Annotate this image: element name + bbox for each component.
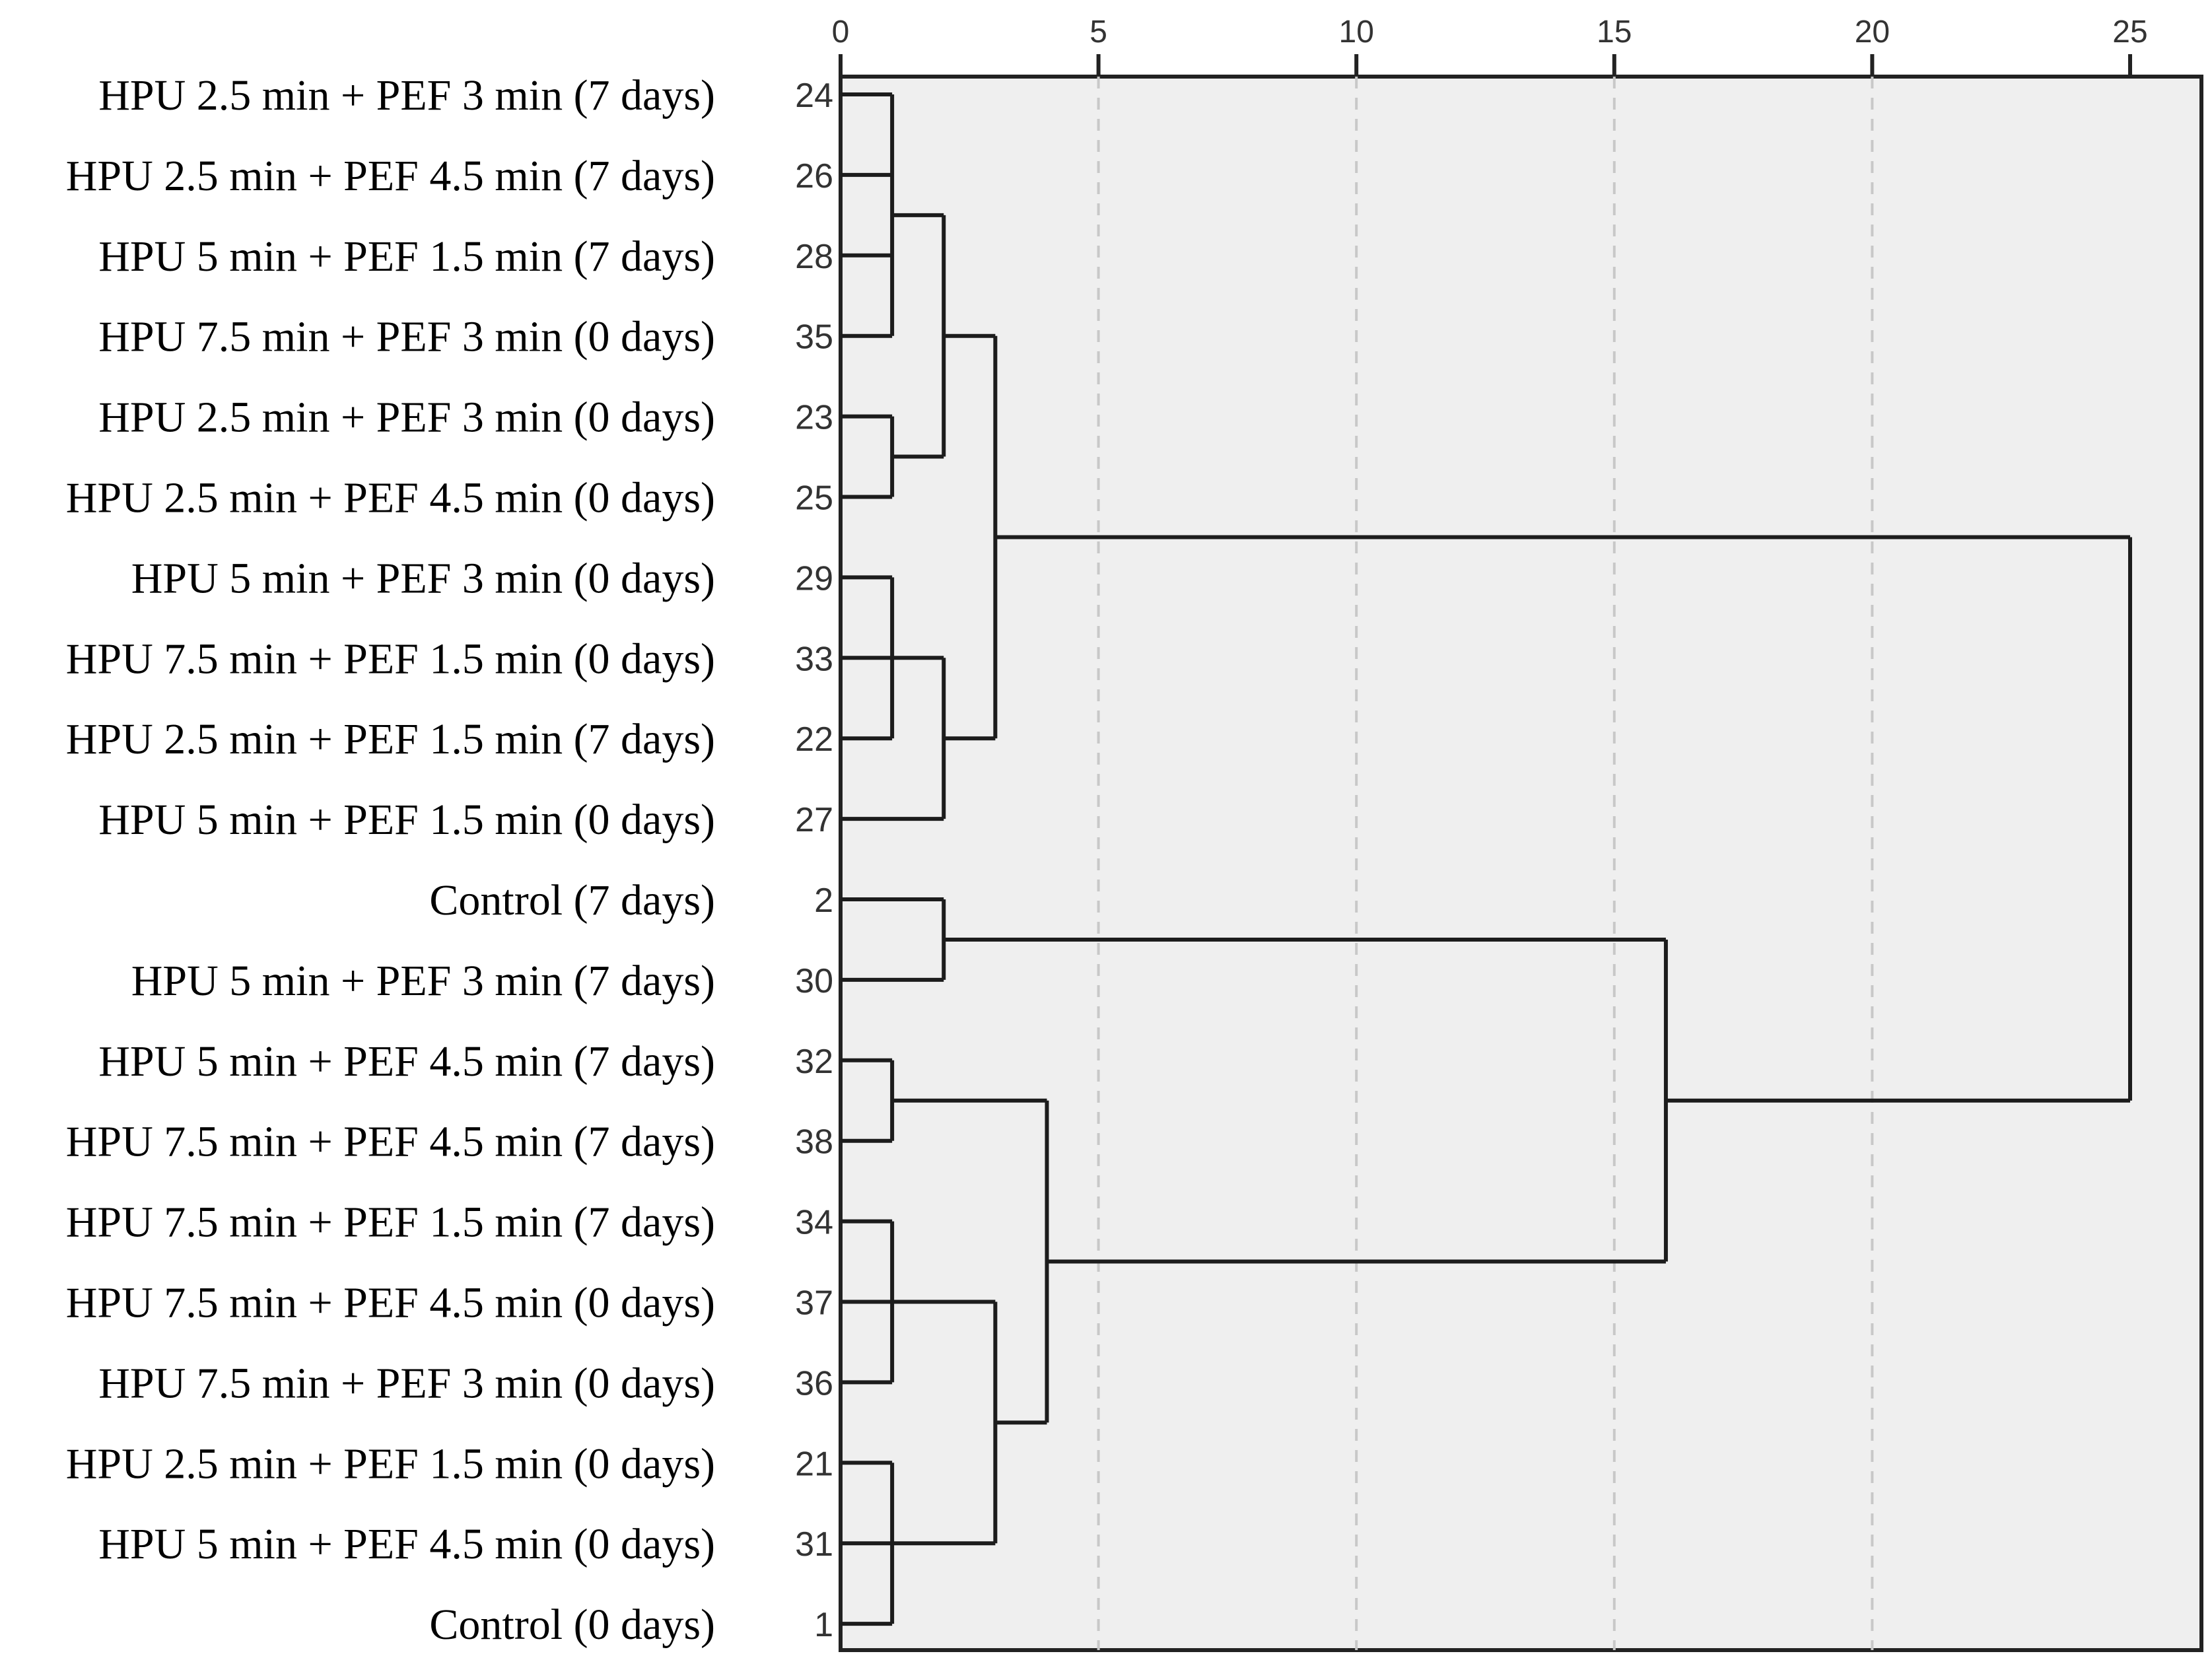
leaf-label: HPU 2.5 min + PEF 4.5 min (0 days) xyxy=(66,474,715,522)
leaf-label: Control (7 days) xyxy=(429,876,715,924)
case-ids: 24 26 28 35 23 25 29 33 22 27 2 30 32 38 34 37 36 21 31 1 xyxy=(795,77,833,1644)
leaf-label: HPU 2.5 min + PEF 4.5 min (7 days) xyxy=(66,152,715,200)
case-id: 35 xyxy=(795,318,833,357)
leaf-label: HPU 7.5 min + PEF 3 min (0 days) xyxy=(98,1359,715,1407)
case-id: 23 xyxy=(795,399,833,437)
case-id: 27 xyxy=(795,801,833,839)
case-id: 22 xyxy=(795,720,833,759)
case-id: 21 xyxy=(795,1445,833,1483)
case-id: 24 xyxy=(795,77,833,115)
leaf-label: HPU 7.5 min + PEF 3 min (0 days) xyxy=(98,313,715,361)
case-id: 2 xyxy=(814,882,833,920)
case-id: 25 xyxy=(795,479,833,518)
case-id: 34 xyxy=(795,1204,833,1242)
case-id: 31 xyxy=(795,1525,833,1564)
leaf-label: HPU 5 min + PEF 4.5 min (0 days) xyxy=(98,1520,715,1568)
dendrogram-links xyxy=(841,92,2132,1626)
leaf-label: HPU 5 min + PEF 3 min (0 days) xyxy=(131,554,715,602)
leaf-label: HPU 2.5 min + PEF 1.5 min (0 days) xyxy=(66,1439,715,1488)
case-id: 30 xyxy=(795,962,833,1000)
leaf-labels: HPU 2.5 min + PEF 3 min (7 days) HPU 2.5 … xyxy=(66,71,715,1649)
case-id: 33 xyxy=(795,640,833,678)
leaf-label: HPU 2.5 min + PEF 3 min (0 days) xyxy=(98,394,715,442)
leaf-label: HPU 5 min + PEF 4.5 min (7 days) xyxy=(98,1037,715,1086)
leaf-label: HPU 2.5 min + PEF 3 min (7 days) xyxy=(98,71,715,120)
x-tick-label: 15 xyxy=(1597,15,1632,50)
leaf-label: HPU 5 min + PEF 3 min (7 days) xyxy=(131,957,715,1005)
x-tick-label: 25 xyxy=(2112,15,2147,50)
case-id: 38 xyxy=(795,1123,833,1161)
x-tick-label: 10 xyxy=(1339,15,1374,50)
x-axis: 0 5 10 15 20 25 xyxy=(832,15,2148,77)
case-id: 1 xyxy=(814,1606,833,1644)
leaf-label: HPU 7.5 min + PEF 1.5 min (0 days) xyxy=(66,635,715,683)
leaf-label: HPU 7.5 min + PEF 4.5 min (0 days) xyxy=(66,1279,715,1327)
case-id: 37 xyxy=(795,1284,833,1323)
x-tick-label: 0 xyxy=(832,15,850,50)
x-tick-label: 5 xyxy=(1089,15,1107,50)
leaf-label: HPU 2.5 min + PEF 1.5 min (7 days) xyxy=(66,715,715,763)
case-id: 28 xyxy=(795,238,833,276)
leaf-label: HPU 7.5 min + PEF 1.5 min (7 days) xyxy=(66,1198,715,1247)
x-tick-label: 20 xyxy=(1855,15,1890,50)
case-id: 29 xyxy=(795,559,833,598)
case-id: 32 xyxy=(795,1043,833,1081)
leaf-label: HPU 5 min + PEF 1.5 min (0 days) xyxy=(98,796,715,844)
plot-area xyxy=(839,75,2203,1652)
leaf-label: HPU 5 min + PEF 1.5 min (7 days) xyxy=(98,232,715,281)
leaf-label: Control (0 days) xyxy=(429,1601,715,1649)
grid-lines xyxy=(1097,77,1874,1650)
case-id: 36 xyxy=(795,1364,833,1402)
case-id: 26 xyxy=(795,157,833,195)
leaf-label: HPU 7.5 min + PEF 4.5 min (7 days) xyxy=(66,1118,715,1166)
